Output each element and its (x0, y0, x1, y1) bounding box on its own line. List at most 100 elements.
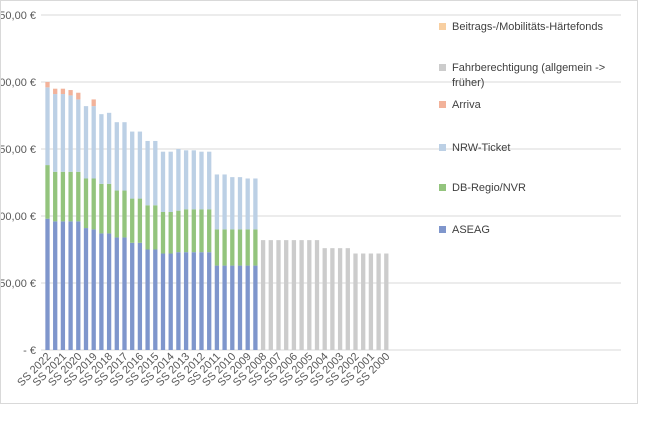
legend-item-db-regio-nvr: DB-Regio/NVR (439, 182, 526, 194)
bar-segment-aseag (76, 221, 81, 350)
bar-segment-db-regio-nvr (191, 209, 196, 253)
legend: Beitrags-/Mobilitäts-Härtefonds Fahrberec… (439, 21, 605, 236)
chart-frame: - € 50,00 € 100,00 € 150,00 € 200,00 € 250,00… (0, 0, 638, 404)
bar-segment-fahrberechtigung-allgemein-fr-her (260, 240, 266, 350)
bar-segment-aseag (214, 265, 220, 350)
legend-label: DB-Regio/NVR (452, 182, 526, 194)
bar-segment-nrw-ticket (137, 131, 143, 199)
bar-segment-db-regio-nvr (91, 178, 96, 230)
bar-segment-db-regio-nvr (76, 171, 81, 222)
legend-swatch (439, 23, 446, 30)
bar-segment-db-regio-nvr (168, 211, 173, 254)
bar-segment-nrw-ticket (160, 151, 166, 212)
bar-segment-db-regio-nvr (153, 205, 158, 250)
bar-segment-aseag (176, 252, 181, 350)
bar-segment-nrw-ticket (53, 94, 58, 172)
bar-segment-aseag (137, 242, 143, 350)
bar-segment-db-regio-nvr (237, 229, 243, 266)
bar-segment-aseag (45, 218, 50, 350)
bar-segment-db-regio-nvr (145, 205, 150, 250)
bar-segment-nrw-ticket (45, 87, 50, 166)
bar-segment-nrw-ticket (214, 174, 220, 230)
bar-segment-fahrberechtigung-allgemein-fr-her (268, 240, 273, 350)
bar-segment-nrw-ticket (222, 174, 227, 230)
legend-item-aseag: ASEAG (439, 224, 490, 236)
bar-segment-db-regio-nvr (222, 229, 227, 266)
y-tick-label: 100,00 € (1, 211, 36, 223)
bar-segment-fahrberechtigung-allgemein-fr-her (337, 248, 343, 350)
bar-segment-nrw-ticket (145, 140, 150, 206)
bar-segment-aseag (183, 252, 189, 350)
bar-segment-db-regio-nvr (207, 209, 212, 253)
legend-label: Beitrags-/Mobilitäts-Härtefonds (452, 21, 604, 33)
legend-swatch (439, 184, 446, 191)
bar-segment-arriva (45, 82, 50, 88)
bar-segment-nrw-ticket (183, 150, 189, 210)
legend-item-beitrags-mobilit-ts-h-rtefonds: Beitrags-/Mobilitäts-Härtefonds (439, 21, 604, 33)
bar-segment-nrw-ticket (199, 151, 204, 210)
bar-segment-aseag (130, 242, 135, 350)
bar-segment-aseag (145, 249, 150, 350)
bar-segment-nrw-ticket (99, 114, 104, 184)
stacked-bar-chart: - € 50,00 € 100,00 € 150,00 € 200,00 € 250,00… (1, 10, 621, 389)
bar-segment-aseag (191, 252, 196, 350)
bar-segment-nrw-ticket (91, 106, 96, 179)
bar-segment-arriva (53, 88, 58, 95)
bar-segment-nrw-ticket (76, 99, 81, 172)
bar-segment-fahrberechtigung-allgemein-fr-her (330, 248, 335, 350)
bar-segment-db-regio-nvr (114, 190, 119, 238)
legend-item-fahrberechtigung-allgemein-fr-her: Fahrberechtigung (allgemein -> früher) (439, 62, 605, 89)
bar-segment-db-regio-nvr (176, 210, 181, 253)
bar-segment-db-regio-nvr (45, 165, 50, 219)
bar-segment-fahrberechtigung-allgemein-fr-her (368, 253, 374, 350)
bar-segment-aseag (53, 221, 58, 350)
bar-segment-db-regio-nvr (83, 178, 89, 229)
bar-segment-nrw-ticket (114, 122, 119, 191)
bar-segment-nrw-ticket (122, 122, 127, 191)
bar-segment-aseag (199, 252, 204, 350)
y-tick-label: 200,00 € (1, 77, 36, 89)
bar-segment-nrw-ticket (237, 177, 243, 230)
bar-segment-aseag (60, 221, 66, 350)
bar-segment-aseag (106, 233, 112, 350)
bar-segment-arriva (76, 92, 81, 100)
bar-segment-db-regio-nvr (160, 211, 166, 254)
bar-segment-fahrberechtigung-allgemein-fr-her (276, 240, 281, 350)
bar-segment-aseag (207, 252, 212, 350)
bar-segment-db-regio-nvr (137, 198, 143, 243)
y-tick-label: 150,00 € (1, 144, 36, 156)
legend-label: ASEAG (452, 224, 490, 236)
bar-segment-nrw-ticket (176, 149, 181, 211)
bar-segment-arriva (60, 88, 66, 95)
bar-segment-arriva (68, 90, 73, 96)
bar-segment-aseag (160, 253, 166, 350)
bar-segment-aseag (230, 265, 235, 350)
bar-segment-db-regio-nvr (106, 183, 112, 234)
bar-segment-db-regio-nvr (253, 229, 258, 266)
bar-segment-db-regio-nvr (183, 209, 189, 253)
legend-swatch (439, 64, 446, 71)
bar-segment-aseag (153, 249, 158, 350)
bar-segment-aseag (222, 265, 227, 350)
bar-segment-db-regio-nvr (214, 229, 220, 266)
bar-segment-fahrberechtigung-allgemein-fr-her (291, 240, 297, 350)
bar-segment-fahrberechtigung-allgemein-fr-her (307, 240, 312, 350)
legend-label: NRW-Ticket (452, 142, 510, 154)
bar-segment-nrw-ticket (83, 106, 89, 179)
legend-swatch (439, 101, 446, 108)
bar-segment-aseag (237, 265, 243, 350)
y-tick-label: 250,00 € (1, 10, 36, 22)
bar-segment-fahrberechtigung-allgemein-fr-her (345, 248, 350, 350)
bar-segment-nrw-ticket (153, 140, 158, 206)
bar-segment-db-regio-nvr (60, 171, 66, 222)
bar-segment-db-regio-nvr (122, 190, 127, 238)
bar-segment-nrw-ticket (207, 151, 212, 210)
bar-segment-nrw-ticket (68, 95, 73, 172)
bar-segment-nrw-ticket (191, 150, 196, 210)
bar-segment-aseag (253, 265, 258, 350)
y-axis-tick-labels: - € 50,00 € 100,00 € 150,00 € 200,00 € 250,00… (1, 10, 36, 357)
bar-segment-aseag (91, 229, 96, 350)
bar-segment-nrw-ticket (168, 151, 173, 212)
bar-segment-aseag (114, 237, 119, 350)
bar-segment-db-regio-nvr (230, 229, 235, 266)
